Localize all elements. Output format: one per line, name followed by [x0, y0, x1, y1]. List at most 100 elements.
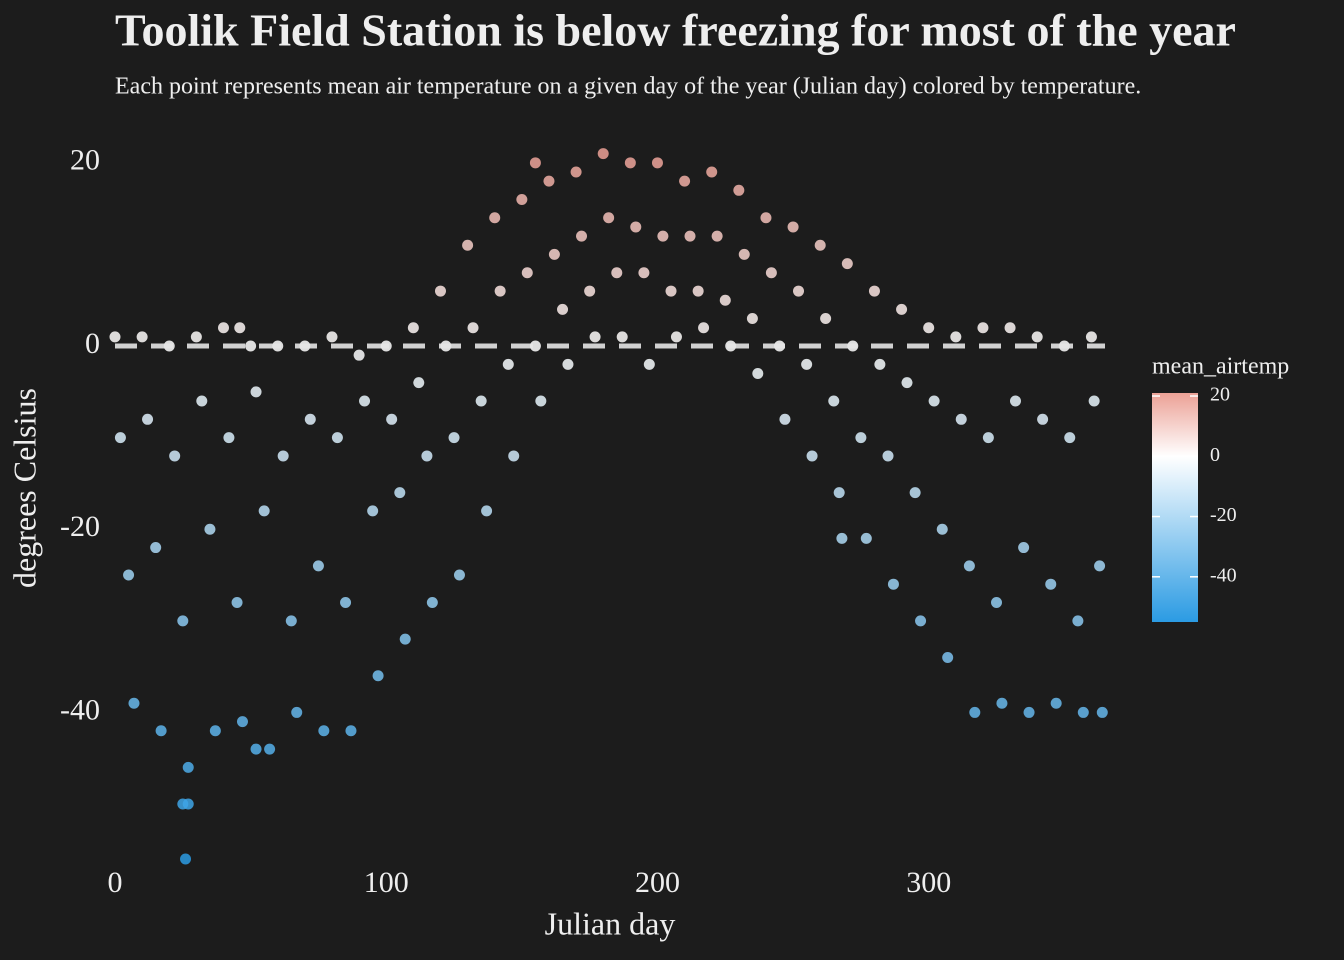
point: [204, 523, 216, 535]
point: [657, 230, 669, 242]
legend-tick-label: -20: [1210, 504, 1237, 526]
point: [508, 450, 520, 462]
point: [223, 432, 235, 444]
point: [589, 331, 601, 343]
point: [234, 322, 246, 334]
point: [434, 285, 446, 297]
point: [576, 230, 588, 242]
point: [874, 358, 886, 370]
point: [142, 413, 154, 425]
point: [996, 697, 1008, 709]
point: [719, 294, 731, 306]
point: [150, 542, 162, 554]
point: [1037, 413, 1049, 425]
point: [190, 331, 202, 343]
point: [521, 267, 533, 279]
point: [806, 450, 818, 462]
point: [779, 413, 791, 425]
point: [367, 505, 379, 517]
point: [182, 798, 194, 810]
point: [264, 743, 276, 755]
point: [481, 505, 493, 517]
point: [630, 221, 642, 233]
point: [855, 432, 867, 444]
point: [209, 725, 221, 737]
point: [114, 432, 126, 444]
point: [548, 248, 560, 260]
point: [231, 597, 243, 609]
colorbar: [1152, 393, 1198, 622]
point: [882, 450, 894, 462]
point: [760, 212, 772, 224]
point: [217, 322, 229, 334]
point: [928, 395, 940, 407]
x-tick-label: 200: [635, 866, 680, 899]
point: [353, 349, 365, 361]
point: [462, 239, 474, 251]
x-tick-label: 0: [108, 866, 123, 899]
point: [692, 285, 704, 297]
point: [1050, 697, 1062, 709]
point: [557, 303, 569, 315]
point: [277, 450, 289, 462]
point: [670, 331, 682, 343]
point: [128, 697, 140, 709]
x-tick-label: 300: [906, 866, 951, 899]
point: [828, 395, 840, 407]
point: [562, 358, 574, 370]
point: [624, 157, 636, 169]
point: [182, 761, 194, 773]
point: [765, 267, 777, 279]
point: [359, 395, 371, 407]
point: [1004, 322, 1016, 334]
point: [679, 175, 691, 187]
chart-title: Toolik Field Station is below freezing f…: [115, 5, 1236, 56]
point: [453, 569, 465, 581]
point: [467, 322, 479, 334]
point: [1088, 395, 1100, 407]
y-tick-label: 0: [85, 327, 100, 360]
point: [738, 248, 750, 260]
point: [643, 358, 655, 370]
point: [616, 331, 628, 343]
x-axis-label: Julian day: [545, 905, 676, 941]
point: [814, 239, 826, 251]
point: [1023, 706, 1035, 718]
point: [136, 331, 148, 343]
point: [836, 532, 848, 544]
point: [1045, 578, 1057, 590]
point: [258, 505, 270, 517]
point: [196, 395, 208, 407]
point: [711, 230, 723, 242]
point: [868, 285, 880, 297]
point: [733, 184, 745, 196]
point: [665, 285, 677, 297]
point: [597, 148, 609, 160]
point: [860, 532, 872, 544]
point: [399, 633, 411, 645]
y-tick-label: 20: [70, 144, 100, 177]
legend-tick-label: 0: [1210, 444, 1220, 466]
point: [169, 450, 181, 462]
point: [887, 578, 899, 590]
point: [413, 377, 425, 389]
point: [372, 670, 384, 682]
point: [1031, 331, 1043, 343]
point: [394, 487, 406, 499]
legend-tick-label: -40: [1210, 564, 1237, 586]
point: [915, 615, 927, 627]
point: [1096, 706, 1108, 718]
point: [177, 615, 189, 627]
point: [502, 358, 514, 370]
point: [529, 340, 541, 352]
point: [950, 331, 962, 343]
point: [1077, 706, 1089, 718]
point: [180, 853, 192, 865]
point: [250, 386, 262, 398]
y-tick-label: -40: [60, 693, 100, 726]
point: [340, 597, 352, 609]
point: [820, 313, 832, 325]
point: [475, 395, 487, 407]
point: [304, 413, 316, 425]
y-tick-label: -20: [60, 510, 100, 543]
